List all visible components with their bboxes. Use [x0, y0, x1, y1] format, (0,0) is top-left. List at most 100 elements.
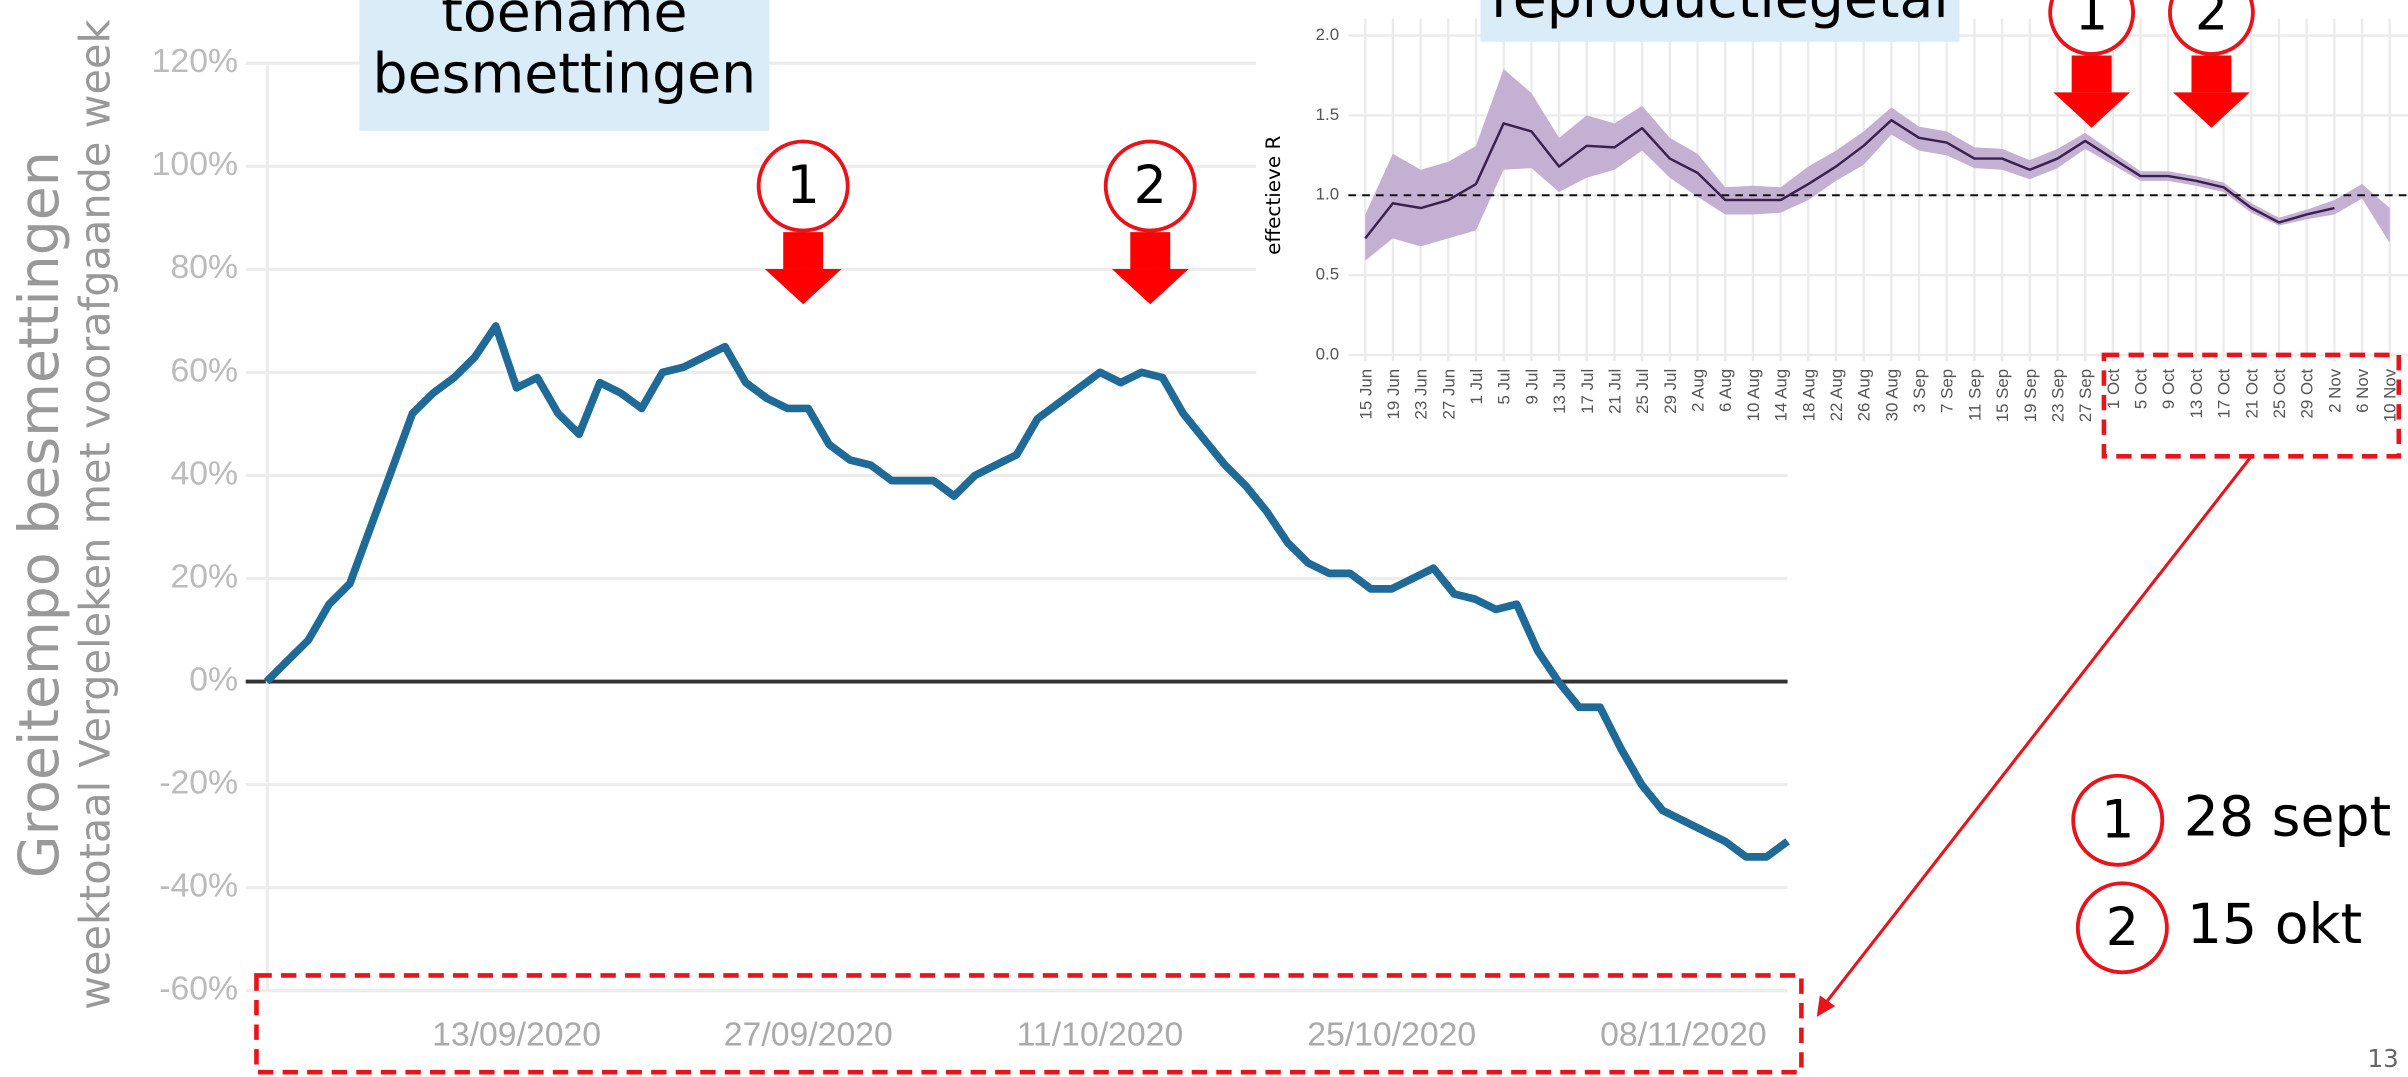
highlight-box — [254, 973, 1804, 1075]
y-tick-label: 1.0 — [1316, 185, 1339, 204]
growth-chart: -60% -40% -20% 0% 20% 40% 60% 80% 100% 120% 13/09/… — [8, 0, 1790, 1054]
title-box — [1480, 0, 1960, 42]
confidence-band — [1365, 69, 2390, 261]
marker-circle — [756, 139, 850, 233]
x-tick-label: 14 Aug — [1772, 369, 1791, 422]
y-tick-label: 80% — [170, 248, 238, 286]
y-tick-label: -60% — [159, 970, 238, 1008]
marker-date: 28 sept — [2184, 785, 2391, 849]
page-number: 13 — [2368, 1044, 2399, 1073]
y-tick-label: 20% — [170, 557, 238, 595]
y-axis-title: effectieve R — [1261, 136, 1285, 255]
x-tick-label: 9 Oct — [2159, 368, 2178, 409]
x-tick-label: 25/10/2020 — [1307, 1016, 1476, 1054]
marker-number: 1 — [787, 156, 820, 216]
x-tick-label: 10 Nov — [2381, 368, 2400, 422]
arrow-shaft — [2191, 55, 2232, 93]
x-tick-label: 21 Jul — [1605, 369, 1624, 414]
y-tick-label: 1.5 — [1316, 105, 1339, 124]
y-tick-label: -20% — [159, 764, 238, 802]
x-tick-label: 13 Oct — [2187, 369, 2206, 419]
title-box — [359, 0, 770, 131]
x-tick-label: 7 Sep — [1938, 369, 1957, 413]
x-tick-label: 23 Sep — [2048, 369, 2067, 422]
x-tick-label: 1 Jul — [1467, 369, 1486, 405]
connector — [1823, 455, 2253, 1006]
x-tick-label: 9 Jul — [1522, 369, 1541, 405]
growth-line — [263, 322, 1790, 861]
x-tick-label: 29 Oct — [2298, 369, 2317, 419]
chart-title: reproductiegetal — [1480, 0, 1959, 31]
x-tick-label: 17 Jul — [1578, 369, 1597, 414]
x-tick-label: 1 Oct — [2104, 368, 2123, 409]
x-tick-label: 17 Oct — [2215, 369, 2234, 419]
y-tick-label: 40% — [170, 454, 238, 492]
x-tick-label: 18 Aug — [1799, 369, 1818, 422]
y-tick-label: 0.5 — [1316, 265, 1339, 284]
x-tick-label: 22 Aug — [1827, 369, 1846, 422]
arrow-head — [2173, 92, 2250, 128]
x-tick-label: 25 Jul — [1633, 369, 1652, 414]
x-tick-label: 6 Nov — [2353, 368, 2372, 413]
marker-number: 2 — [1134, 156, 1167, 216]
marker-circle — [1103, 139, 1197, 233]
x-tick-label: 25 Oct — [2270, 369, 2289, 419]
x-tick-label: 10 Aug — [1744, 369, 1763, 422]
y-tick-label: 100% — [152, 145, 238, 183]
x-tick-label: 11 Sep — [1965, 369, 1984, 421]
y-tick-label: 120% — [152, 42, 238, 80]
x-tick-label: 26 Aug — [1855, 369, 1874, 422]
marker-circle — [2048, 0, 2136, 56]
r-line — [1364, 118, 2335, 240]
marker-circle — [2168, 0, 2255, 56]
y-tick-label: -40% — [159, 867, 238, 905]
marker-number: 2 — [2106, 898, 2139, 958]
arrow-shaft — [783, 232, 824, 269]
arrow-shaft — [2071, 55, 2112, 93]
x-tick-label: 19 Sep — [2021, 369, 2040, 422]
x-tick-label: 5 Jul — [1495, 369, 1514, 405]
arrow-shaft — [1130, 232, 1171, 269]
arrow-head — [1111, 268, 1189, 305]
x-tick-label: 13/09/2020 — [432, 1016, 601, 1054]
marker-date: 15 okt — [2187, 893, 2362, 957]
x-tick-label: 3 Sep — [1910, 369, 1929, 413]
x-tick-label: 21 Oct — [2242, 369, 2261, 419]
x-tick-label: 15 Jun — [1356, 369, 1375, 420]
x-tick-label: 2 Aug — [1689, 369, 1708, 412]
arrow-head — [2053, 92, 2131, 128]
marker-number: 2 — [2195, 0, 2228, 43]
y-tick-label: 0.0 — [1316, 344, 1339, 363]
connector-head — [1816, 995, 1836, 1017]
y-tick-label: 0% — [189, 660, 238, 698]
marker-number: 1 — [2101, 790, 2134, 850]
title-wrap: toename besmettingen — [372, 0, 757, 107]
x-tick-label: 27 Jun — [1439, 369, 1458, 420]
chart-title: toename besmettingen — [372, 0, 757, 107]
x-tick-label: 27 Sep — [2076, 369, 2095, 422]
arrow-head — [764, 268, 842, 305]
x-tick-label: 29 Jul — [1661, 369, 1680, 414]
marker-circle — [2071, 773, 2165, 867]
x-tick-label: 15 Sep — [1993, 369, 2012, 422]
x-tick-label: 6 Aug — [1716, 369, 1735, 412]
y-tick-label: 2.0 — [1316, 25, 1339, 44]
y-axis-subtitle: weektotaal Vergeleken met voorafgaande w… — [71, 19, 119, 1009]
title-wrap: reproductiegetal — [1480, 0, 1959, 31]
r-chart: 0.0 0.5 1.0 1.5 2.0 15 Jun 19 Jun 23 Jun 27 Jun 1… — [1256, 0, 2408, 461]
x-tick-label: 27/09/2020 — [724, 1016, 893, 1054]
marker-number: 1 — [2075, 0, 2108, 43]
x-tick-label: 2 Nov — [2325, 368, 2344, 413]
y-tick-label: 60% — [170, 351, 238, 389]
x-tick-label: 5 Oct — [2132, 368, 2151, 409]
x-tick-label: 08/11/2020 — [1600, 1016, 1766, 1054]
x-tick-label: 30 Aug — [1882, 369, 1901, 422]
y-axis-title: Groeitempo besmettingen — [8, 151, 72, 878]
annotations: 1 28 sept 2 15 okt 13 — [254, 352, 2402, 1075]
marker-circle — [2075, 881, 2169, 975]
x-tick-label: 23 Jun — [1412, 369, 1431, 420]
x-tick-label: 13 Jul — [1550, 369, 1569, 414]
x-tick-label: 11/10/2020 — [1017, 1016, 1184, 1054]
x-tick-label: 19 Jun — [1384, 369, 1403, 420]
